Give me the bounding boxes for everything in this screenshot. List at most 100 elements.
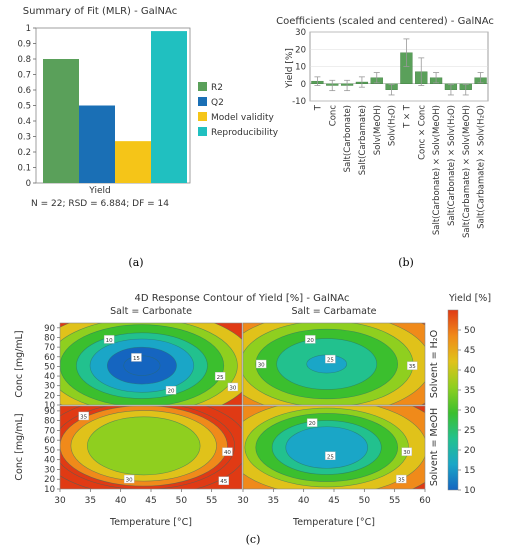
panel-c-xlabel-left: Temperature [°C]: [109, 517, 192, 528]
panel-c-xtick-label: 30: [237, 496, 249, 506]
panel-b-ytick-label: 0: [301, 80, 306, 90]
svg-text:30: 30: [126, 478, 133, 484]
panel-c-ytick-label: 30: [44, 465, 55, 475]
panel-b-category-label: Salt(Carbonate): [343, 105, 353, 172]
contour-label: 10: [103, 335, 115, 344]
contour-label: 30: [401, 447, 412, 456]
panel-b-axes: -10 0 10 20 30: [292, 28, 489, 107]
panel-a-legend-label: Q2: [211, 98, 224, 108]
panel-c-xtick-label: 55: [389, 496, 400, 506]
panel-b-category-label: Salt(Carbamate) × Solv(MeOH): [462, 105, 472, 238]
svg-text:20: 20: [168, 389, 175, 395]
panel-c-ytick-label: 20: [44, 391, 55, 401]
panel-c-ytick-label: 60: [44, 436, 55, 446]
panel-b-errorbar: [314, 76, 321, 86]
contour-level: [285, 426, 368, 469]
panel-a-ytick-label: 0.3: [17, 133, 31, 143]
svg-text:20: 20: [309, 421, 316, 427]
contour-label: 30: [227, 382, 239, 391]
panel-c-colorbar: 10 15 20 25 30 35 40 45 50: [447, 309, 476, 496]
svg-text:25: 25: [217, 375, 224, 381]
panel-c-ytick-label: 90: [44, 324, 55, 334]
panel-c-xtick-label: 45: [145, 496, 156, 506]
panel-a: Summary of Fit (MLR) - GalNAc 0 0.1 0.2 0.3…: [17, 6, 278, 269]
panel-c: 4D Response Contour of Yield [%] - GalNA…: [14, 293, 491, 546]
svg-text:35: 35: [398, 478, 405, 484]
panel-a-legend-label: R2: [211, 83, 223, 93]
contour-level: [123, 355, 161, 376]
contour-label: 25: [214, 372, 226, 381]
panel-a-ytick-label: 0.4: [17, 117, 31, 127]
colorbar-tick-label: 45: [464, 346, 475, 356]
panel-c-ytick-label: 50: [44, 362, 55, 372]
panel-c-xtick-label: 55: [206, 496, 217, 506]
panel-a-legend-swatch: [198, 127, 207, 136]
panel-b-errorbar: [447, 84, 454, 96]
panel-c-ytick-label: 20: [44, 475, 55, 485]
panel-b-category-label: Salt(Carbonate) × Solv(H₂O): [447, 105, 457, 226]
panel-b-category-label: Salt(Carbonate) × Solv(MeOH): [432, 105, 442, 235]
panel-c-xtick-label: 35: [268, 496, 279, 506]
panel-a-legend-swatch: [198, 82, 207, 91]
panel-b-errorbar: [388, 84, 395, 96]
panel-c-xtick-label: 40: [298, 496, 310, 506]
contour-label: 25: [325, 451, 336, 460]
contour-label: 20: [305, 335, 316, 344]
panel-c-ytick-label: 40: [44, 456, 55, 466]
panel-c-ylabel-top: Conc [mg/mL]: [14, 330, 25, 397]
panel-c-column-title-1: Salt = Carbamate: [291, 306, 376, 317]
panel-b-ytick-label: -10: [292, 97, 306, 107]
panel-c-row-title-0: Solvent = H₂O: [429, 330, 440, 398]
panel-b-ytick-label: 30: [295, 28, 306, 38]
contour-label: 25: [325, 354, 336, 364]
panel-a-legend-swatch: [198, 97, 207, 106]
svg-text:20: 20: [307, 338, 314, 344]
panel-b-errorbar: [329, 79, 336, 92]
contour-label: 30: [123, 474, 135, 484]
panel-a-bars: [43, 31, 187, 183]
panel-c-ytick-label: 80: [44, 333, 55, 343]
colorbar-tick-label: 30: [464, 406, 476, 416]
panel-a-bar-reproducibility: [151, 31, 187, 183]
panel-c-xlabel-right: Temperature [°C]: [292, 517, 375, 528]
panel-a-legend: R2 Q2 Model validity Reproducibility: [198, 82, 279, 138]
panel-c-contour-1: 20 25 30 35: [243, 323, 425, 405]
contour-label: 15: [131, 353, 142, 362]
panel-a-bar-q2: [79, 105, 115, 183]
panel-a-ytick-label: 0.7: [17, 71, 31, 81]
panel-a-bar-model-validity: [115, 141, 151, 183]
contour-level: [87, 416, 201, 476]
svg-text:35: 35: [80, 414, 87, 420]
panel-c-ytick-label: 80: [44, 417, 55, 427]
panel-b-errorbar: [373, 72, 380, 84]
panel-c-column-title-0: Salt = Carbonate: [110, 306, 192, 317]
contour-label: 20: [165, 386, 177, 395]
panel-c-xtick-label: 50: [176, 496, 188, 506]
colorbar-tick-label: 10: [464, 486, 476, 496]
svg-text:25: 25: [327, 358, 334, 364]
panel-b-category-label: Salt(Carbamate): [358, 105, 368, 175]
panel-a-ytick-label: 0: [26, 179, 31, 189]
panel-c-xtick-label: 60: [419, 496, 431, 506]
panel-a-ytick-label: 1: [26, 24, 31, 34]
colorbar-tick-label: 40: [464, 366, 476, 376]
panel-a-caption: (a): [128, 256, 143, 269]
panel-c-ytick-label: 10: [44, 401, 55, 411]
panel-b-bars: [311, 38, 487, 96]
panel-c-ytick-label: 40: [44, 372, 55, 382]
panel-b-category-label: Conc × Conc: [417, 105, 427, 160]
panel-a-ytick-label: 0.5: [17, 102, 31, 112]
contour-label: 30: [256, 359, 267, 369]
colorbar-gradient: [447, 309, 459, 491]
panel-b-errorbar: [358, 76, 365, 88]
panel-c-ytick-label: 60: [44, 353, 55, 363]
panel-b-caption: (b): [398, 256, 414, 269]
colorbar-tick-label: 15: [464, 466, 475, 476]
panel-a-ytick-label: 0.8: [17, 55, 31, 65]
contour-label: 20: [306, 418, 318, 427]
panel-c-xtick-label: 45: [328, 496, 339, 506]
panel-c-xtick-label: 30: [54, 496, 66, 506]
panel-b-category-label: Solv(H₂O): [388, 105, 398, 146]
panel-b-errorbar: [462, 84, 469, 96]
